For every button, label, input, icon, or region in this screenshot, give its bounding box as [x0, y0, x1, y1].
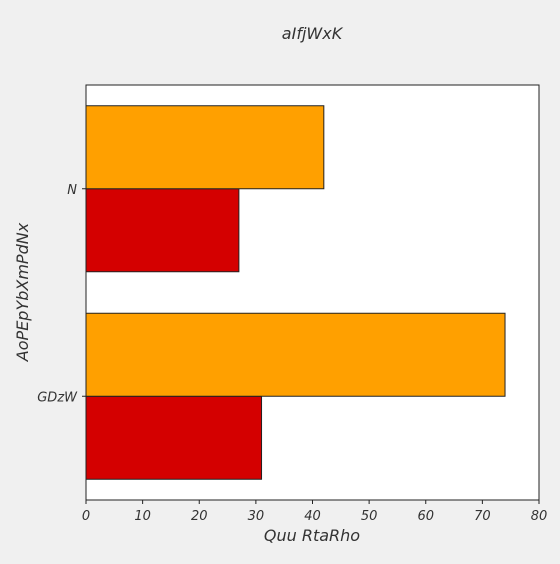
x-tick-label: 50	[361, 509, 378, 524]
y-tick-label: GDzW	[37, 390, 78, 405]
x-tick-label: 60	[417, 509, 434, 524]
x-tick-label: 80	[531, 509, 548, 524]
x-tick-label: 20	[191, 509, 208, 524]
x-axis-label: Quu RtaRho	[264, 526, 360, 545]
bars	[85, 105, 506, 480]
chart-title: aIfjWxK	[282, 24, 344, 43]
x-tick-label: 30	[248, 509, 265, 524]
bar-gdzw-series-1	[85, 395, 263, 480]
y-axis-label: AoPEpYbXmPdNx	[13, 222, 32, 362]
y-axis-ticks: GDzW N	[37, 183, 86, 405]
x-tick-label: 70	[474, 509, 491, 524]
bar-n-series-1	[85, 188, 240, 273]
x-axis-ticks: 0 10 20 30 40 50 60 70 80	[82, 500, 547, 524]
x-tick-label: 10	[134, 509, 151, 524]
bar-n-series-2	[85, 105, 325, 190]
bar-gdzw-series-2	[85, 312, 506, 397]
x-tick-label: 0	[82, 509, 90, 524]
x-tick-label: 40	[304, 509, 321, 524]
y-tick-label: N	[67, 183, 77, 198]
